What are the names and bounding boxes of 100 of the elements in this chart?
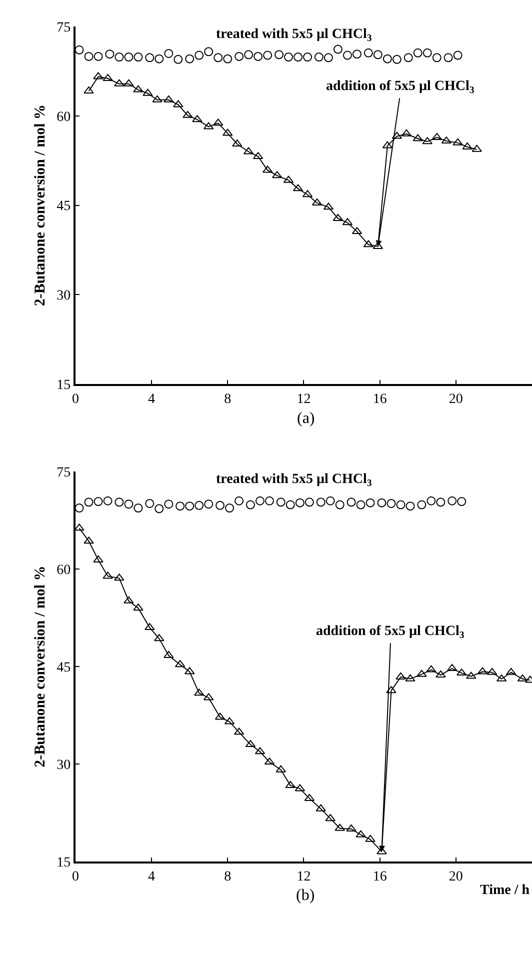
point	[173, 100, 184, 108]
x-tick-label: 20	[448, 869, 463, 884]
point	[286, 500, 295, 510]
point	[432, 53, 442, 62]
point	[176, 502, 185, 511]
point	[124, 79, 134, 86]
point	[145, 53, 154, 62]
point	[105, 50, 114, 59]
point	[213, 118, 224, 126]
point	[294, 52, 303, 62]
point	[244, 50, 254, 60]
point	[326, 496, 335, 506]
point	[185, 54, 194, 64]
point	[276, 498, 286, 507]
point	[174, 54, 183, 64]
point	[386, 498, 396, 508]
annotation: treated with 5x5 µl CHCl$_{3}$	[216, 27, 372, 44]
point	[314, 52, 324, 62]
point	[303, 52, 312, 62]
x-tick-label: 12	[296, 869, 311, 884]
point	[124, 500, 134, 509]
point	[192, 115, 202, 122]
point	[234, 52, 244, 61]
y-tick-label: 30	[56, 758, 71, 773]
point	[452, 138, 463, 146]
point	[316, 498, 326, 507]
y-tick-label: 75	[56, 466, 71, 481]
point	[114, 574, 124, 581]
point	[422, 137, 432, 144]
point	[295, 498, 304, 508]
point	[94, 52, 103, 61]
point	[412, 134, 423, 142]
point	[274, 50, 284, 60]
point	[93, 72, 104, 80]
point	[214, 53, 223, 62]
point	[335, 500, 344, 510]
point	[185, 502, 194, 511]
point	[416, 670, 427, 677]
point	[75, 45, 84, 54]
point	[417, 500, 426, 510]
point	[284, 52, 294, 62]
point	[316, 804, 326, 812]
point	[225, 504, 234, 513]
annotation: treated with 5x5 µl CHCl$_{3}$	[216, 472, 372, 489]
point	[194, 500, 204, 510]
point	[462, 142, 472, 150]
point	[154, 54, 164, 64]
point	[164, 95, 174, 102]
text: (b)	[296, 887, 315, 904]
point	[373, 50, 382, 60]
point	[145, 498, 154, 508]
point	[263, 50, 272, 60]
point	[382, 54, 392, 64]
point	[102, 572, 113, 579]
point	[264, 496, 274, 506]
point	[75, 504, 84, 513]
point	[133, 604, 144, 611]
point	[103, 496, 112, 506]
point	[304, 498, 314, 507]
y-tick-label: 15	[56, 855, 71, 870]
y-tick-label: 15	[56, 378, 71, 393]
point	[133, 85, 144, 92]
point	[232, 140, 242, 147]
point	[204, 122, 214, 130]
annotation: addition of 5x5 µl CHCl$_{3}$	[316, 624, 464, 641]
point	[422, 48, 432, 58]
point	[75, 524, 84, 531]
point	[406, 502, 415, 511]
point	[134, 52, 143, 62]
point	[204, 693, 214, 700]
point	[404, 53, 413, 62]
point	[114, 52, 124, 62]
x-tick-label: 20	[448, 392, 463, 407]
point	[334, 824, 345, 831]
point	[223, 54, 232, 64]
point	[436, 670, 446, 678]
x-tick-label: 0	[72, 869, 79, 884]
point	[234, 496, 244, 506]
point	[352, 50, 362, 59]
point	[472, 144, 482, 152]
point	[94, 497, 103, 506]
point	[114, 498, 124, 507]
x-tick-label: 16	[372, 392, 387, 407]
point	[204, 500, 214, 509]
annotation: addition of 5x5 µl CHCl$_{3}$	[326, 79, 474, 96]
point	[346, 824, 356, 832]
point	[182, 110, 193, 118]
point	[453, 50, 462, 60]
point	[152, 95, 162, 102]
point	[392, 54, 402, 64]
point	[93, 555, 104, 562]
point	[426, 665, 436, 672]
point	[124, 52, 134, 62]
point	[365, 834, 376, 842]
point	[154, 504, 164, 514]
y-tick-label: 75	[56, 20, 71, 36]
point	[346, 498, 356, 507]
point	[216, 500, 225, 510]
point	[426, 496, 436, 506]
point	[124, 596, 134, 604]
